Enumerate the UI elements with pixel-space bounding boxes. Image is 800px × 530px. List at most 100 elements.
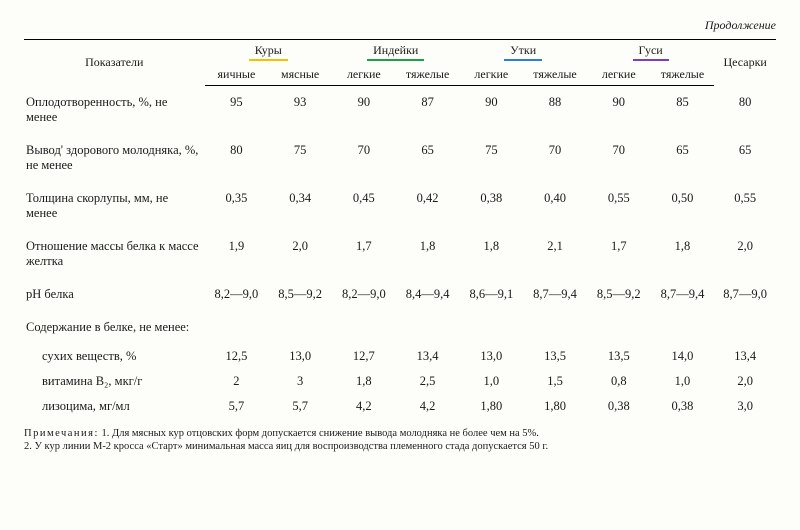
cell-value: 88 [523,86,587,134]
cell-value: 14,0 [651,344,715,369]
sub-gusi-0: легкие [587,64,651,86]
cell-value: 8,5—9,2 [268,278,332,311]
cell-value [714,311,776,344]
cell-value: 8,5—9,2 [587,278,651,311]
cell-value [205,311,269,344]
group-indeiki: Индейки [332,40,459,65]
cell-value: 2 [205,369,269,394]
notes-lead: Примечания: [24,428,99,439]
cell-value [268,311,332,344]
cell-value: 0,55 [587,182,651,230]
cell-value: 8,7—9,4 [523,278,587,311]
row-label: витамина B₂, мкг/г [24,369,205,394]
table-body: Оплодотворенность, %, не менее9593908790… [24,86,776,419]
cell-value: 65 [396,134,460,182]
row-label: лизоцима, мг/мл [24,394,205,419]
group-utki: Утки [459,40,586,65]
cell-value: 65 [714,134,776,182]
cell-value: 2,0 [268,230,332,278]
continuation-label: Продолжение [24,18,776,33]
table-row: Вывод' здорового молодняка, %, не менее8… [24,134,776,182]
cell-value: 2,1 [523,230,587,278]
row-label: pH белка [24,278,205,311]
table-row: Оплодотворенность, %, не менее9593908790… [24,86,776,134]
sub-utki-1: тяжелые [523,64,587,86]
cell-value [523,311,587,344]
cell-value [651,311,715,344]
table-row: лизоцима, мг/мл5,75,74,24,21,801,800,380… [24,394,776,419]
cell-value: 90 [459,86,523,134]
group-gusi: Гуси [587,40,714,65]
row-label: Содержание в белке, не менее: [24,311,205,344]
cell-value: 75 [459,134,523,182]
cell-value: 8,4—9,4 [396,278,460,311]
row-label: Толщина скорлупы, мм, не менее [24,182,205,230]
sub-ind-1: тяжелые [396,64,460,86]
row-label: сухих веществ, % [24,344,205,369]
cell-value: 13,4 [714,344,776,369]
cell-value [459,311,523,344]
note-1: 1. Для мясных кур отцовских форм допуска… [102,428,539,439]
cell-value: 1,8 [332,369,396,394]
cell-value: 8,6—9,1 [459,278,523,311]
cell-value: 1,8 [396,230,460,278]
cell-value: 90 [332,86,396,134]
cell-value: 4,2 [332,394,396,419]
cell-value: 13,5 [523,344,587,369]
table-row: Толщина скорлупы, мм, не менее0,350,340,… [24,182,776,230]
cell-value: 0,42 [396,182,460,230]
cell-value: 5,7 [205,394,269,419]
cell-value: 0,34 [268,182,332,230]
footnotes: Примечания: 1. Для мясных кур отцовских … [24,427,776,453]
cell-value: 8,7—9,4 [651,278,715,311]
col-indicators: Показатели [24,40,205,86]
cell-value: 8,2—9,0 [332,278,396,311]
table-row: сухих веществ, %12,513,012,713,413,013,5… [24,344,776,369]
cell-value: 85 [651,86,715,134]
cell-value: 2,0 [714,230,776,278]
cell-value: 13,0 [459,344,523,369]
indicators-table: Показатели Куры Индейки Утки Гуси Цесарк… [24,39,776,419]
sub-kury-0: яичные [205,64,269,86]
cell-value: 13,0 [268,344,332,369]
col-tsesarki: Цесарки [714,40,776,86]
cell-value: 0,38 [459,182,523,230]
cell-value: 70 [523,134,587,182]
cell-value: 1,7 [332,230,396,278]
sub-ind-0: легкие [332,64,396,86]
cell-value: 0,38 [587,394,651,419]
cell-value: 0,38 [651,394,715,419]
cell-value: 87 [396,86,460,134]
cell-value: 65 [651,134,715,182]
cell-value: 3,0 [714,394,776,419]
cell-value: 0,8 [587,369,651,394]
cell-value: 4,2 [396,394,460,419]
cell-value: 1,7 [587,230,651,278]
cell-value: 90 [587,86,651,134]
row-label: Оплодотворенность, %, не менее [24,86,205,134]
cell-value: 1,8 [459,230,523,278]
cell-value: 2,0 [714,369,776,394]
sub-utki-0: легкие [459,64,523,86]
cell-value: 1,0 [651,369,715,394]
cell-value: 70 [587,134,651,182]
cell-value [332,311,396,344]
cell-value [587,311,651,344]
cell-value: 0,50 [651,182,715,230]
cell-value: 1,8 [651,230,715,278]
cell-value: 12,5 [205,344,269,369]
cell-value: 13,4 [396,344,460,369]
table-row: pH белка8,2—9,08,5—9,28,2—9,08,4—9,48,6—… [24,278,776,311]
cell-value: 13,5 [587,344,651,369]
cell-value [396,311,460,344]
cell-value: 70 [332,134,396,182]
cell-value: 75 [268,134,332,182]
group-kury: Куры [205,40,332,65]
cell-value: 1,80 [523,394,587,419]
sub-kury-1: мясные [268,64,332,86]
cell-value: 2,5 [396,369,460,394]
sub-gusi-1: тяжелые [651,64,715,86]
cell-value: 5,7 [268,394,332,419]
cell-value: 93 [268,86,332,134]
cell-value: 3 [268,369,332,394]
